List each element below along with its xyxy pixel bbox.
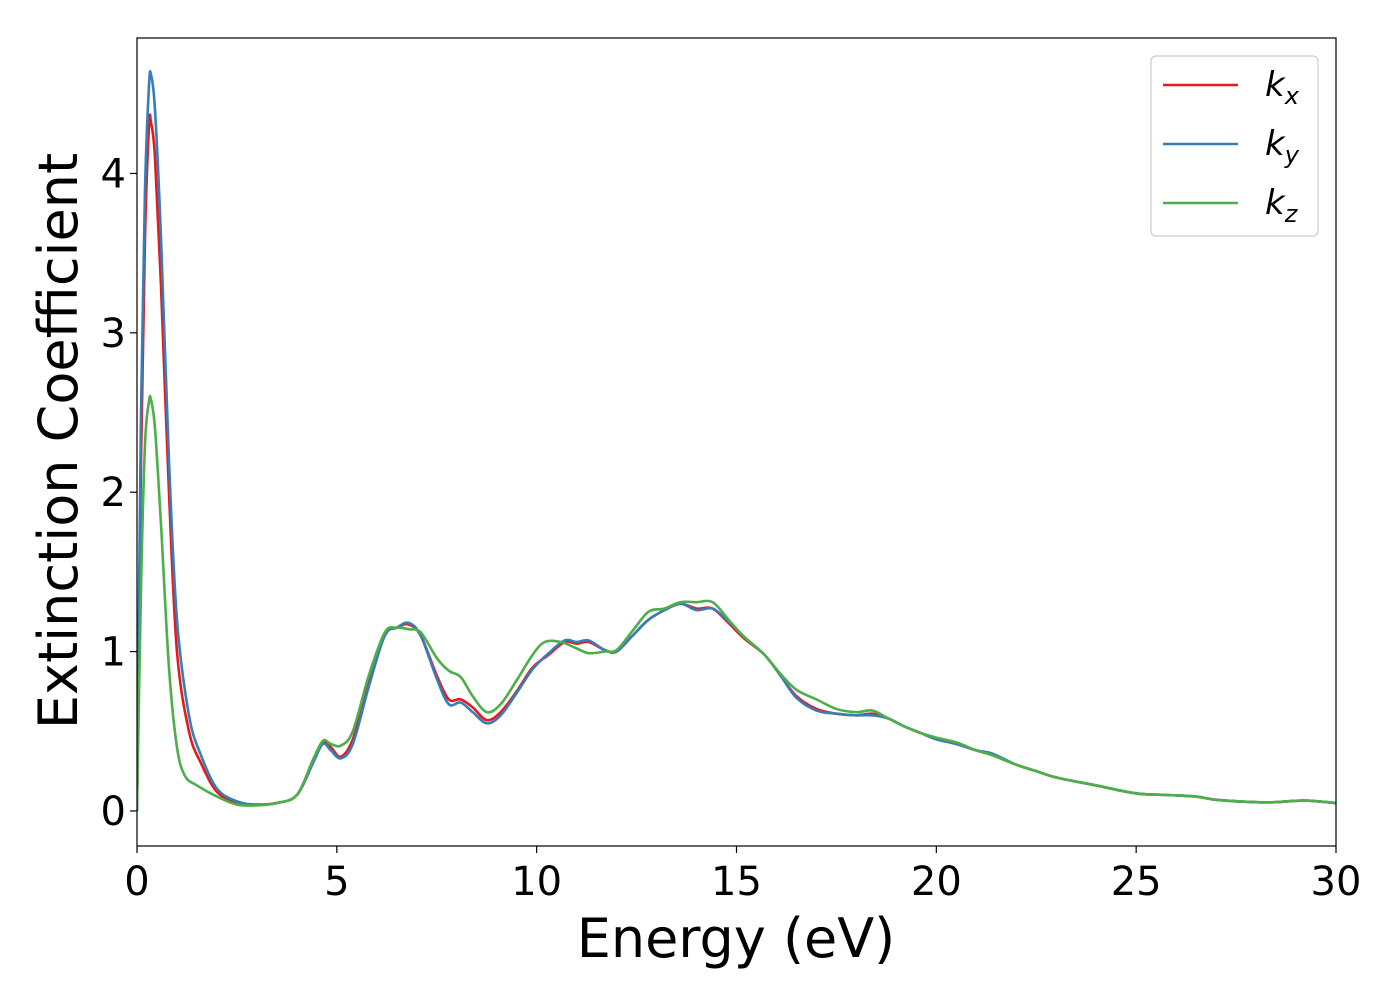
legend-label-x: kx	[1265, 65, 1300, 110]
y-tick-label: 0	[101, 789, 126, 835]
series-layer	[137, 70, 1336, 811]
x-tick-label: 0	[124, 859, 149, 905]
x-tick-label: 20	[911, 859, 962, 905]
x-axis-title: Energy (eV)	[577, 907, 896, 970]
x-tick-label: 30	[1311, 859, 1362, 905]
y-axis-title: Extinction Coefficient	[27, 153, 90, 729]
x-tick-label: 25	[1111, 859, 1162, 905]
y-tick-label: 2	[101, 470, 126, 516]
x-tick-label: 15	[711, 859, 762, 905]
x-tick-label: 5	[324, 859, 349, 905]
y-tick-label: 4	[101, 151, 126, 197]
series-line-k-z	[137, 394, 1336, 811]
y-tick-label: 3	[101, 311, 126, 357]
y-tick-label: 1	[101, 630, 126, 676]
legend: kx ky kz	[1150, 55, 1319, 237]
x-tick-label: 10	[511, 859, 562, 905]
x-axis: 0 5 10 15 20 25 30	[124, 846, 1361, 905]
legend-box	[1150, 55, 1319, 237]
y-axis: 0 1 2 3 4	[101, 151, 137, 835]
legend-label-z: kz	[1265, 183, 1299, 228]
legend-label-y: ky	[1265, 124, 1300, 169]
